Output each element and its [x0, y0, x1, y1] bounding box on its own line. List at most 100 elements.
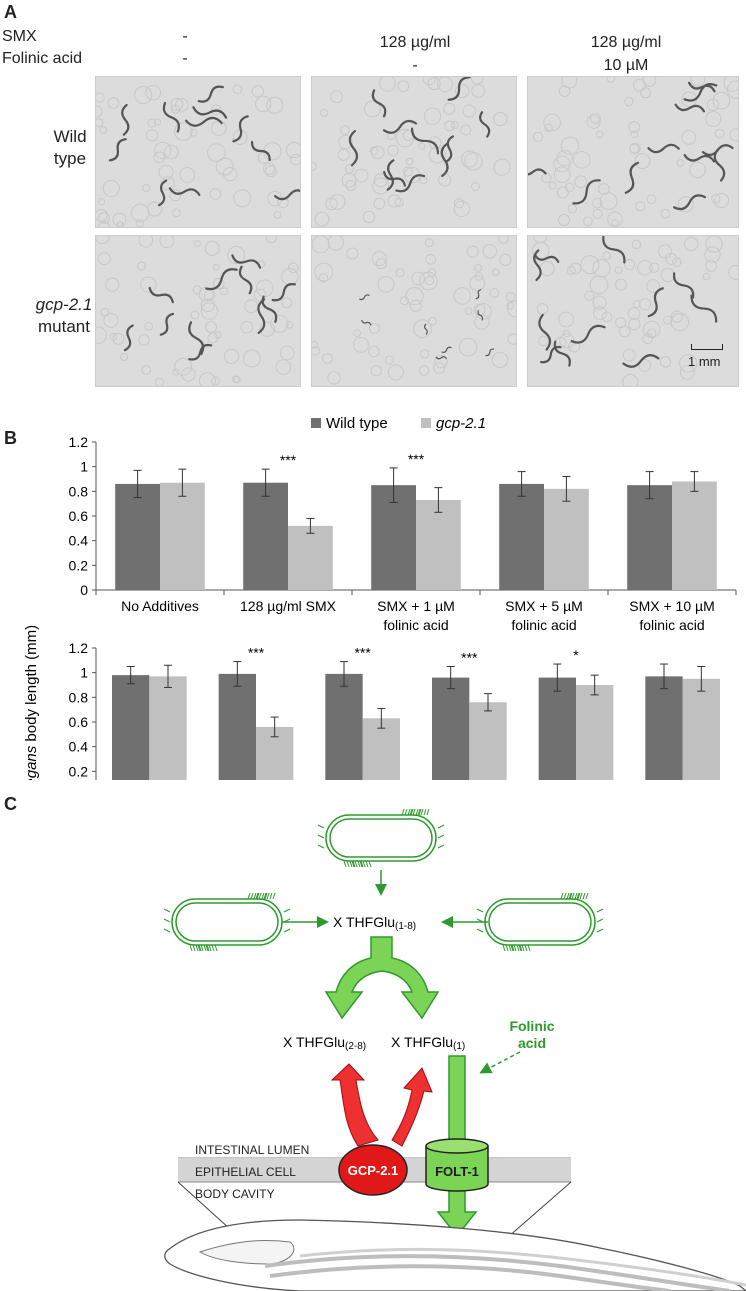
worm [479, 111, 491, 138]
worm [570, 324, 606, 344]
worm [435, 356, 447, 360]
cavity-label: BODY CAVITY [195, 1187, 275, 1201]
bar-wild-type [325, 673, 363, 780]
worm [232, 115, 249, 143]
folinic-arrow [479, 1051, 521, 1074]
worm [162, 101, 180, 133]
worm [423, 323, 428, 335]
bar-wild-type [218, 673, 256, 780]
bar-gcp [416, 499, 461, 590]
worm [148, 286, 174, 304]
significance-marker: *** [354, 645, 371, 661]
y-tick-label: 0.2 [69, 557, 89, 573]
category-label: SMX + 5 µM [505, 598, 583, 614]
folt-label: FOLT-1 [435, 1164, 479, 1179]
col1-smx: - [182, 28, 188, 45]
worm [673, 194, 707, 211]
worm [371, 89, 387, 118]
worm [273, 189, 300, 201]
mutant-label: gcp-2.1 mutant [35, 295, 93, 336]
col3-folinic: 10 µM [603, 57, 649, 74]
worm [572, 179, 601, 205]
col3-smx: 128 µg/ml [590, 34, 662, 51]
folinic-row-label: Folinic acid [2, 50, 83, 67]
panel-c-letter: C [4, 794, 17, 814]
bar-gcp [288, 525, 333, 590]
y-tick-label: 0.8 [69, 689, 89, 705]
worm [257, 298, 266, 335]
worm [382, 119, 418, 134]
legend-gcp: gcp-2.1 [436, 415, 486, 432]
worm [533, 249, 542, 282]
col1-folinic: - [182, 50, 188, 67]
worm [188, 321, 205, 356]
worm [528, 168, 547, 176]
chart-top: 0 0.2 0.4 0.6 0.8 1 1.2 No Additives *** 128 µg/m… [69, 434, 737, 633]
y-tick-label: 1 [80, 665, 88, 681]
bar-gcp [544, 488, 589, 590]
y-tick-label: 1 [80, 459, 88, 475]
micrograph-mut-control [95, 235, 301, 387]
category-label: folinic acid [511, 617, 576, 633]
hydrolysis-arrow [324, 936, 440, 1020]
thfglu-pool-label: X THFGlu(1-8) [333, 914, 416, 932]
worm [672, 272, 695, 299]
y-axis-label: Mean C. elegans body length (mm) [23, 625, 40, 780]
bar-wild-type [243, 482, 288, 590]
gcp-enzyme-shape [338, 1144, 408, 1196]
significance-marker: *** [280, 452, 297, 468]
bar-gcp [149, 676, 187, 780]
worm [361, 319, 372, 326]
y-tick-label: 0.4 [69, 533, 89, 549]
y-tick-label: 0.2 [69, 763, 89, 779]
worm [386, 159, 395, 191]
bacterium-left [163, 892, 291, 952]
epithelial-label: EPITHELIAL CELL [195, 1165, 296, 1179]
bar-gcp [672, 481, 717, 590]
worm [205, 268, 238, 291]
y-tick-label: 0.4 [69, 739, 89, 755]
y-tick-label: 0.6 [69, 508, 89, 524]
worm [713, 148, 726, 182]
folate-pathway-diagram: X THFGlu(1-8) X THFGlu(2-8) X THFGlu(1) … [163, 808, 746, 1291]
significance-marker: *** [408, 451, 425, 467]
worm [184, 116, 223, 127]
worm [271, 283, 296, 302]
worm [410, 127, 440, 155]
category-label: SMX + 10 µM [629, 598, 714, 614]
worm [647, 287, 664, 318]
legend-swatch-wild-type [311, 418, 321, 428]
y-tick-label: 1.2 [69, 434, 89, 450]
gcp-product-arrow [391, 1067, 433, 1147]
folt-body [425, 1146, 489, 1192]
micrograph-mut-smx-folinic: 1 mm [527, 235, 739, 387]
chart-legend: Wild type gcp-2.1 [311, 415, 486, 432]
bar-gcp [682, 678, 720, 780]
worm [383, 170, 407, 187]
significance-marker: *** [248, 645, 265, 661]
panel-b-letter: B [4, 428, 17, 448]
category-label: No Additives [121, 598, 199, 614]
y-tick-label: 0.8 [69, 483, 89, 499]
worm [683, 83, 718, 102]
bar-wild-type [112, 675, 150, 780]
worm [674, 103, 706, 113]
bar-charts: Wild type gcp-2.1 Mean C. elegans body l… [23, 415, 737, 780]
worm [485, 348, 495, 357]
bar-wild-type [538, 677, 576, 780]
worm [622, 354, 660, 368]
category-label: folinic acid [639, 617, 704, 633]
bar-wild-type [499, 483, 544, 590]
bacterium-top [317, 808, 445, 868]
worm [440, 142, 449, 178]
worm [447, 77, 471, 101]
significance-marker: *** [461, 650, 478, 666]
worm [477, 310, 484, 321]
smx-row-label: SMX [2, 28, 37, 45]
lumen-label: INTESTINAL LUMEN [195, 1143, 309, 1157]
worm [238, 265, 253, 295]
worm [359, 294, 370, 301]
worm [647, 143, 680, 154]
folt-top [425, 1138, 489, 1154]
gcp-enzyme-label: GCP-2.1 [348, 1163, 399, 1178]
